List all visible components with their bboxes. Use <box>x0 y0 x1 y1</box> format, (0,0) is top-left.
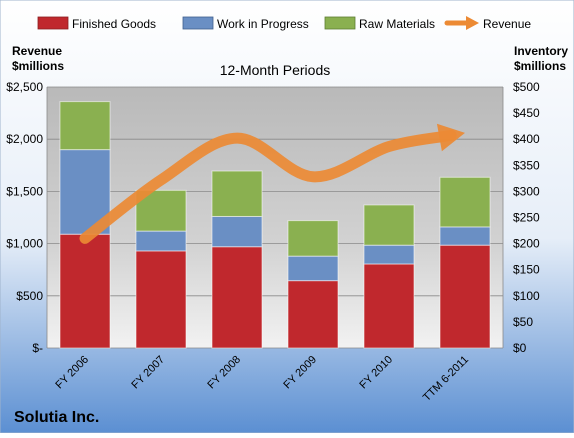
legend-label-raw-materials: Raw Materials <box>359 17 435 31</box>
right-tick-label: $200 <box>513 237 540 251</box>
right-tick-label: $100 <box>513 289 540 303</box>
legend-label-finished-goods: Finished Goods <box>72 17 156 31</box>
right-tick-label: $350 <box>513 158 540 172</box>
bar-finished-goods <box>59 233 111 349</box>
legend-arrowhead-revenue <box>466 16 479 30</box>
bar-work-in-progress <box>135 230 187 252</box>
right-tick-label: $0 <box>513 341 527 355</box>
left-tick-label: $- <box>32 341 43 355</box>
revenue-line <box>79 129 457 244</box>
legend: Finished Goods Work in Progress Raw Mate… <box>37 16 531 31</box>
right-axis-label-line2: $millions <box>514 59 566 73</box>
legend-swatch-raw-materials <box>324 16 356 30</box>
legend-swatch-work-in-progress <box>182 16 214 30</box>
revenue-line-group <box>79 123 465 244</box>
bar-finished-goods <box>211 246 263 349</box>
bar-work-in-progress <box>439 226 491 246</box>
left-tick-label: $500 <box>16 289 43 303</box>
bar-raw-materials <box>363 204 415 246</box>
right-tick-label: $450 <box>513 106 540 120</box>
bar-raw-materials <box>211 170 263 217</box>
bar-raw-materials <box>287 220 339 257</box>
bar-work-in-progress <box>363 244 415 265</box>
left-tick-label: $1,500 <box>6 184 43 198</box>
right-tick-label: $500 <box>513 80 540 94</box>
bar-raw-materials <box>439 176 491 228</box>
chart-title: 12-Month Periods <box>220 62 331 78</box>
bar-finished-goods <box>135 250 187 349</box>
plot-area <box>47 87 503 348</box>
left-axis-label-line2: $millions <box>12 59 64 73</box>
right-tick-label: $150 <box>513 263 540 277</box>
bar-work-in-progress <box>211 215 263 248</box>
legend-swatch-finished-goods <box>37 16 69 30</box>
legend-label-revenue: Revenue <box>483 17 531 31</box>
left-axis: $- $500 $1,000 $1,500 $2,000 $2,500 <box>6 80 43 355</box>
left-tick-label: $2,500 <box>6 80 43 94</box>
right-axis: $0 $50 $100 $150 $200 $250 $300 $350 $400 $450 $50… <box>513 80 540 355</box>
bar-finished-goods <box>439 244 491 349</box>
left-tick-label: $2,000 <box>6 132 43 146</box>
bar-raw-materials <box>59 101 111 151</box>
bar-finished-goods <box>363 263 415 349</box>
revenue-arrowhead <box>436 123 465 152</box>
right-tick-label: $400 <box>513 132 540 146</box>
company-name: Solutia Inc. <box>14 409 99 426</box>
legend-label-work-in-progress: Work in Progress <box>217 17 309 31</box>
bar-finished-goods <box>287 280 339 349</box>
left-axis-label-line1: Revenue <box>12 44 62 58</box>
left-tick-label: $1,000 <box>6 237 43 251</box>
right-tick-label: $50 <box>513 315 533 329</box>
right-axis-label-line1: Inventory <box>514 44 568 58</box>
right-tick-label: $300 <box>513 184 540 198</box>
right-tick-label: $250 <box>513 211 540 225</box>
bar-work-in-progress <box>287 255 339 282</box>
